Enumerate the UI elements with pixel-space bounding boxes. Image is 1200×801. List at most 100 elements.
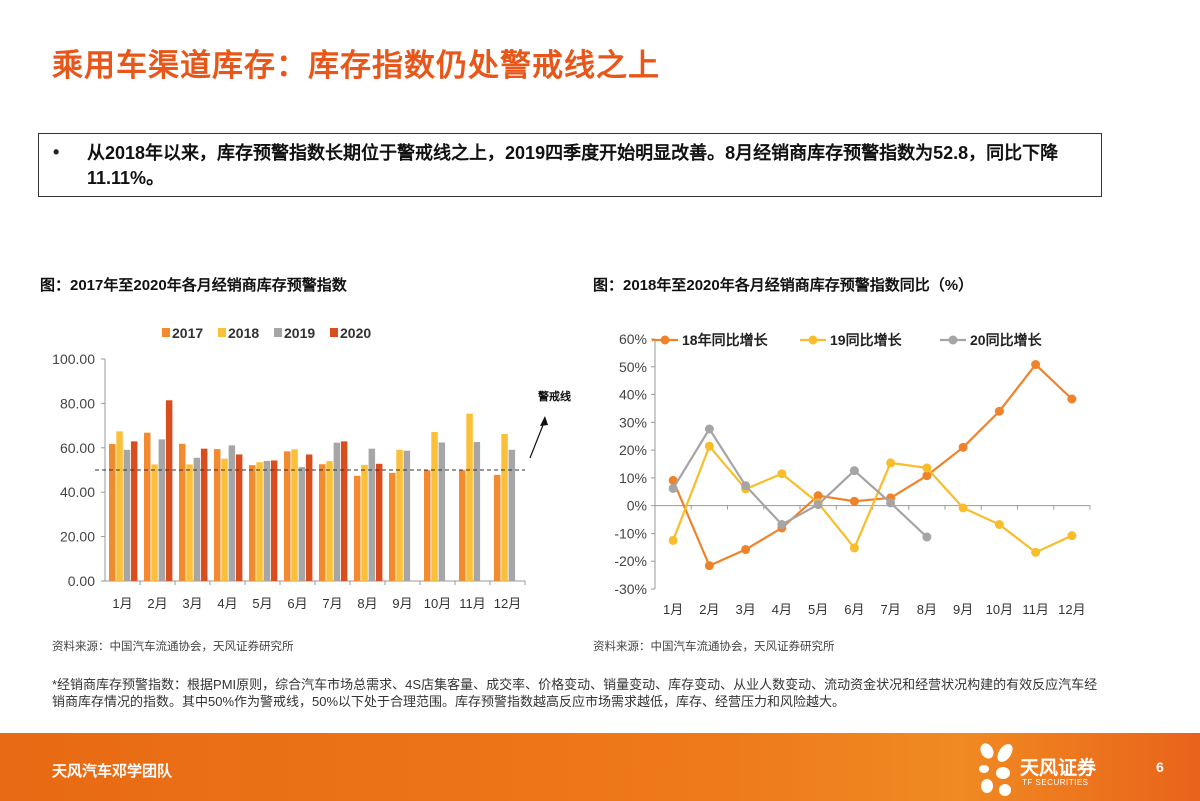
x-tick-label: 11月	[1022, 602, 1049, 617]
bar-2020-3月	[200, 448, 208, 581]
bar-2017-7月	[319, 464, 326, 581]
bar-2019-8月	[368, 448, 376, 581]
bar-chart-title: 图：2017年至2020年各月经销商库存预警指数	[40, 277, 347, 294]
bar-2017-9月	[389, 472, 396, 581]
logo-subtext: TF SECURITIES	[1022, 778, 1089, 787]
bar-2020-4月	[235, 454, 243, 581]
y-tick-label: -30%	[614, 581, 647, 597]
bar-2020-5月	[270, 460, 278, 581]
bar-2018-10月	[431, 432, 438, 581]
bar-2020-8月	[375, 463, 383, 581]
bar-2017-1月	[109, 444, 116, 581]
legend-marker-18年同比增长	[660, 335, 670, 345]
line-chart-title: 图：2018年至2020年各月经销商库存预警指数同比（%）	[593, 277, 974, 294]
footnote: *经销商库存预警指数：根据PMI原则，综合汽车市场总需求、4S店集客量、成交率、…	[52, 677, 1098, 709]
x-tick-label: 10月	[424, 596, 451, 611]
bar-2018-8月	[361, 464, 368, 581]
line-20同比增长	[672, 426, 928, 538]
bar-2017-6月	[284, 451, 291, 581]
bullet-icon: •	[53, 142, 60, 162]
tf-logo-icon	[979, 743, 1013, 796]
legend-label-20同比增长: 20同比增长	[970, 332, 1043, 348]
point-20同比增长-4月	[777, 520, 787, 530]
x-tick-label: 5月	[808, 602, 828, 617]
bar-2018-12月	[501, 434, 508, 581]
x-tick-label: 8月	[917, 602, 937, 617]
line-19同比增长	[672, 444, 1073, 554]
point-20同比增长-6月	[849, 466, 859, 476]
y-tick-label: 0%	[627, 498, 647, 514]
point-18年同比增长-12月	[1067, 394, 1077, 404]
bar-2020-2月	[165, 400, 173, 581]
bar-2019-6月	[298, 467, 306, 581]
summary-text: 从2018年以来，库存预警指数长期位于警戒线之上，2019四季度开始明显改善。8…	[87, 143, 1059, 188]
legend-label-19同比增长: 19同比增长	[830, 332, 903, 348]
bar-2020-6月	[305, 454, 313, 581]
bar-2019-3月	[193, 457, 201, 581]
x-tick-label: 9月	[392, 596, 412, 611]
logo-text: 天风证券	[1020, 758, 1097, 779]
x-tick-label: 5月	[252, 596, 272, 611]
point-19同比增长-10月	[994, 520, 1004, 530]
y-tick-label: 40%	[619, 387, 647, 403]
point-19同比增长-4月	[777, 469, 787, 479]
bar-2018-6月	[291, 449, 298, 581]
x-tick-label: 1月	[112, 596, 132, 611]
x-tick-label: 1月	[663, 602, 683, 617]
bar-2019-1月	[123, 449, 131, 581]
legend-label-2018: 2018	[228, 325, 259, 341]
y-tick-label: 60%	[619, 331, 647, 347]
x-tick-label: 2月	[147, 596, 167, 611]
y-tick-label: 100.00	[52, 351, 95, 367]
bar-2019-4月	[228, 445, 236, 581]
y-tick-label: 50%	[619, 359, 647, 375]
x-tick-label: 10月	[986, 602, 1013, 617]
point-20同比增长-3月	[741, 481, 751, 491]
bar-2019-2月	[158, 439, 166, 581]
bar-2019-7月	[333, 442, 341, 581]
point-19同比增长-6月	[849, 543, 859, 553]
legend-swatch-2020	[330, 328, 338, 337]
legend-swatch-2018	[218, 328, 226, 337]
line-18年同比增长	[672, 362, 1073, 568]
bar-2018-3月	[186, 464, 193, 581]
point-20同比增长-2月	[704, 424, 714, 434]
legend-marker-20同比增长	[948, 335, 958, 345]
x-tick-label: 9月	[953, 602, 973, 617]
bar-2017-3月	[179, 443, 186, 581]
point-18年同比增长-8月	[922, 471, 932, 481]
x-tick-label: 2月	[699, 602, 719, 617]
point-19同比增长-7月	[886, 458, 896, 468]
y-tick-label: 80.00	[60, 395, 95, 411]
point-19同比增长-11月	[1031, 547, 1041, 557]
x-tick-label: 7月	[881, 602, 901, 617]
legend-swatch-2019	[274, 328, 282, 337]
line-chart-source: 资料来源：中国汽车流通协会，天风证券研究所	[593, 641, 835, 653]
bar-2017-11月	[459, 470, 466, 581]
legend-label-2017: 2017	[172, 325, 203, 341]
x-tick-label: 8月	[357, 596, 377, 611]
point-18年同比增长-6月	[849, 496, 859, 506]
line-chart: -30% -20% -10% 0% 10% 20% 30% 40% 50% 60% 1月 2月 3月 4月…	[614, 331, 1091, 617]
bar-chart-source: 资料来源：中国汽车流通协会，天风证券研究所	[52, 641, 294, 653]
bar-2018-1月	[116, 431, 123, 581]
bar-2019-12月	[508, 449, 516, 581]
bar-2017-12月	[494, 474, 501, 581]
x-tick-label: 3月	[182, 596, 202, 611]
footer-team: 天风汽车邓学团队	[52, 763, 173, 780]
bar-2017-10月	[424, 470, 431, 581]
bar-2019-5月	[263, 460, 271, 581]
bar-2019-11月	[473, 442, 481, 581]
point-18年同比增长-5月	[813, 491, 823, 501]
bar-2018-2月	[151, 464, 158, 581]
y-tick-label: 20.00	[60, 529, 95, 545]
point-18年同比增长-10月	[994, 406, 1004, 416]
summary-box: • 从2018年以来，库存预警指数长期位于警戒线之上，2019四季度开始明显改善…	[38, 133, 1102, 197]
x-tick-label: 6月	[287, 596, 307, 611]
bar-2017-5月	[249, 465, 256, 581]
x-tick-label: 6月	[844, 602, 864, 617]
bar-2020-7月	[340, 441, 348, 581]
bar-2017-8月	[354, 475, 361, 581]
bar-2018-5月	[256, 462, 263, 581]
point-20同比增长-1月	[668, 483, 678, 493]
